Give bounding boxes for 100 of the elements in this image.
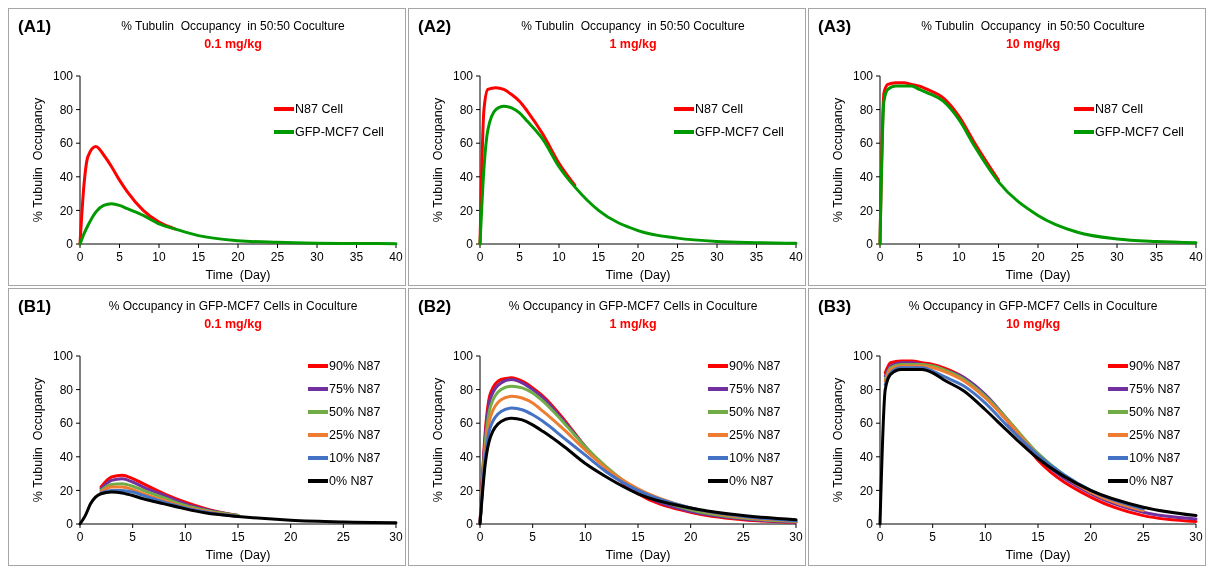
y-tick-label: 100 — [52, 69, 74, 84]
chart-title: % Tubulin Occupancy in 50:50 Coculture — [521, 19, 746, 33]
x-tick-label: 25 — [670, 250, 685, 264]
chart-subtitle: 1 mg/kg — [609, 317, 657, 331]
y-tick-label: 60 — [459, 136, 474, 151]
x-axis-title: Time (Day) — [605, 268, 671, 282]
x-tick-label: 20 — [283, 530, 298, 544]
legend-label: N87 Cell — [1095, 102, 1143, 117]
x-tick-label: 25 — [270, 250, 285, 264]
y-tick-label: 20 — [59, 483, 74, 498]
x-tick-label: 0 — [476, 250, 484, 264]
chart-subtitle: 0.1 mg/kg — [204, 317, 262, 331]
x-tick-label: 30 — [1189, 530, 1203, 544]
y-tick-label: 80 — [859, 382, 874, 397]
text: (A2) — [418, 17, 452, 36]
x-tick-label: 10 — [178, 530, 193, 544]
x-tick-label: 10 — [952, 250, 966, 264]
y-tick-label: 60 — [59, 136, 74, 151]
y-tick-label: 100 — [52, 349, 74, 364]
legend-label: 75% N87 — [329, 382, 381, 397]
x-tick-label: 10 — [552, 250, 566, 264]
x-tick-label: 20 — [631, 250, 645, 264]
legend-label: 0% N87 — [1129, 474, 1174, 489]
y-tick-label: 60 — [59, 416, 74, 431]
y-axis-title: % Tubulin Occupancy — [31, 97, 45, 223]
x-tick-label: 15 — [631, 530, 645, 544]
x-tick-label: 15 — [591, 250, 606, 264]
chart-title: % Occupancy in GFP-MCF7 Cells in Coculture — [108, 299, 358, 313]
x-tick-label: 0 — [76, 530, 84, 544]
y-tick-label: 0 — [866, 237, 874, 252]
y-tick-label: 80 — [59, 382, 74, 397]
x-tick-label: 40 — [789, 250, 803, 264]
x-tick-label: 5 — [529, 530, 537, 544]
y-tick-label: 80 — [859, 102, 874, 117]
x-tick-label: 10 — [152, 250, 166, 264]
x-tick-label: 30 — [389, 530, 403, 544]
y-tick-label: 20 — [859, 203, 874, 218]
x-tick-label: 5 — [516, 250, 524, 264]
legend-label: GFP-MCF7 Cell — [695, 125, 784, 140]
legend-label: 90% N87 — [1129, 359, 1181, 374]
y-tick-label: 40 — [859, 450, 874, 464]
y-tick-label: 40 — [59, 170, 74, 184]
y-axis-title: % Tubulin Occupancy — [431, 377, 445, 503]
y-tick-label: 0 — [66, 237, 74, 252]
y-axis-title: % Tubulin Occupancy — [831, 97, 845, 223]
x-tick-label: 0 — [876, 250, 884, 264]
x-tick-label: 15 — [991, 250, 1006, 264]
x-tick-label: 30 — [1110, 250, 1124, 264]
legend-label: N87 Cell — [695, 102, 743, 117]
legend-label: 25% N87 — [1129, 428, 1181, 443]
y-tick-label: 40 — [859, 170, 874, 184]
y-tick-label: 20 — [859, 483, 874, 498]
x-tick-label: 0 — [76, 250, 84, 264]
legend-label: 10% N87 — [729, 451, 781, 466]
chart-subtitle: 1 mg/kg — [609, 37, 657, 51]
y-tick-label: 80 — [459, 102, 474, 117]
x-tick-label: 25 — [336, 530, 351, 544]
y-axis-title: % Tubulin Occupancy — [431, 97, 445, 223]
legend-label: 0% N87 — [329, 474, 374, 489]
y-tick-label: 100 — [852, 69, 874, 84]
x-axis-title: Time (Day) — [205, 268, 271, 282]
legend-label: 50% N87 — [1129, 405, 1181, 420]
y-tick-label: 0 — [66, 517, 74, 532]
legend-label: 10% N87 — [1129, 451, 1181, 466]
legend-label: GFP-MCF7 Cell — [295, 125, 384, 140]
x-tick-label: 0 — [476, 530, 484, 544]
x-tick-label: 5 — [929, 530, 937, 544]
y-tick-label: 60 — [859, 416, 874, 431]
legend-label: 0% N87 — [729, 474, 774, 489]
legend-label: 90% N87 — [729, 359, 781, 374]
x-tick-label: 15 — [191, 250, 206, 264]
y-axis-title: % Tubulin Occupancy — [831, 377, 845, 503]
x-tick-label: 15 — [231, 530, 245, 544]
x-tick-label: 25 — [1070, 250, 1085, 264]
x-tick-label: 15 — [1031, 530, 1045, 544]
y-tick-label: 40 — [59, 450, 74, 464]
chart-title: % Occupancy in GFP-MCF7 Cells in Coculture — [508, 299, 758, 313]
x-tick-label: 35 — [1149, 250, 1164, 264]
y-tick-label: 0 — [866, 517, 874, 532]
chart-title: % Tubulin Occupancy in 50:50 Coculture — [121, 19, 346, 33]
legend-label: 25% N87 — [329, 428, 381, 443]
x-tick-label: 25 — [1136, 530, 1151, 544]
chart-subtitle: 10 mg/kg — [1005, 37, 1061, 51]
y-tick-label: 0 — [466, 237, 474, 252]
x-tick-label: 35 — [349, 250, 364, 264]
chart-title: % Tubulin Occupancy in 50:50 Coculture — [921, 19, 1146, 33]
y-tick-label: 0 — [466, 517, 474, 532]
y-tick-label: 60 — [459, 416, 474, 431]
x-tick-label: 30 — [710, 250, 724, 264]
y-tick-label: 100 — [852, 349, 874, 364]
y-tick-label: 60 — [859, 136, 874, 151]
chart-title: % Occupancy in GFP-MCF7 Cells in Coculture — [908, 299, 1158, 313]
x-tick-label: 40 — [389, 250, 403, 264]
legend-label: 75% N87 — [1129, 382, 1181, 397]
y-axis-title: % Tubulin Occupancy — [31, 377, 45, 503]
x-tick-label: 10 — [578, 530, 593, 544]
y-tick-label: 20 — [459, 203, 474, 218]
legend-label: 10% N87 — [329, 451, 381, 466]
legend-label: 90% N87 — [329, 359, 381, 374]
x-tick-label: 20 — [683, 530, 698, 544]
